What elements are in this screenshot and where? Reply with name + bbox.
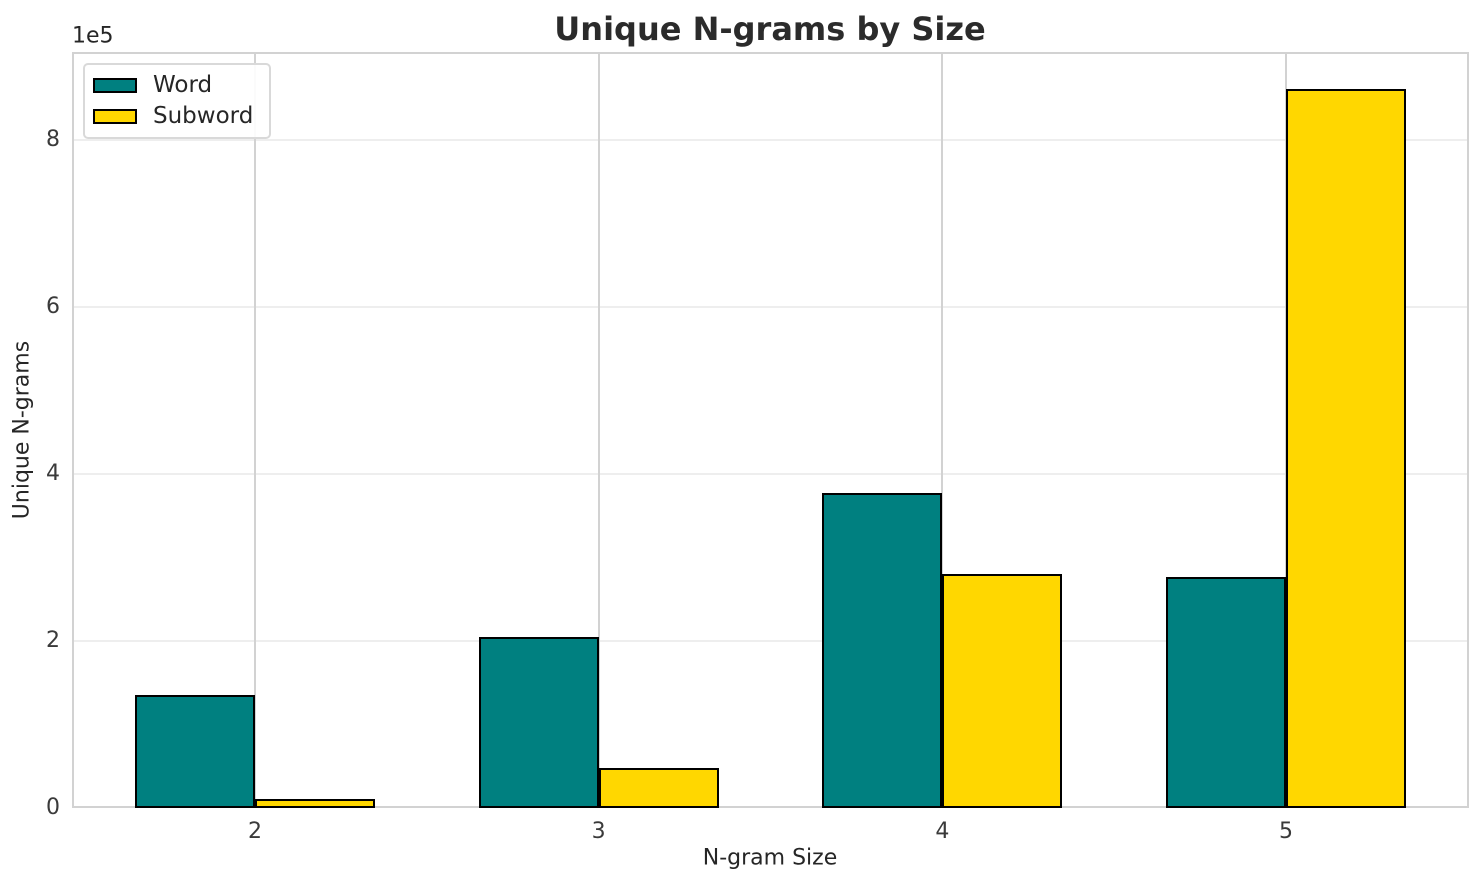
legend-label-subword: Subword	[153, 103, 254, 129]
chart-title: Unique N-grams by Size	[554, 10, 986, 48]
y-tick-label-8: 8	[46, 126, 60, 152]
bar-subword-2	[255, 798, 375, 808]
bar-word-3	[478, 636, 599, 808]
legend-swatch-subword	[93, 109, 137, 124]
y-tick-label-2: 2	[46, 627, 60, 653]
y-axis-offset-label: 1e5	[72, 23, 114, 49]
bar-word-2	[135, 695, 255, 808]
y-tick-label-0: 0	[46, 795, 60, 820]
y-gridline-6	[72, 305, 1469, 308]
y-tick-label-6: 6	[46, 293, 60, 319]
x-gridline-4	[941, 52, 944, 808]
x-tick-label-4: 4	[935, 819, 950, 844]
legend-swatch-word	[93, 78, 137, 93]
y-gridline-2	[72, 639, 1469, 642]
x-axis-label: N-gram Size	[702, 845, 838, 871]
legend: Word Subword	[83, 63, 272, 139]
x-gridline-3	[597, 52, 600, 808]
bar-subword-4	[942, 574, 1063, 808]
bar-word-5	[1166, 576, 1286, 808]
legend-label-word: Word	[153, 72, 213, 98]
y-axis-label: Unique N-grams	[9, 340, 35, 520]
x-tick-label-3: 3	[591, 819, 606, 844]
legend-item-word: Word	[93, 73, 253, 98]
y-gridline-8	[72, 138, 1469, 141]
x-tick-label-2: 2	[248, 819, 262, 844]
bar-word-4	[822, 493, 943, 808]
legend-item-subword: Subword	[93, 104, 253, 129]
y-tick-label-4: 4	[46, 460, 60, 486]
x-tick-label-5: 5	[1279, 819, 1293, 844]
plot-area: Word Subword	[72, 52, 1469, 808]
y-gridline-4	[72, 472, 1469, 475]
x-gridline-2	[254, 52, 256, 808]
bar-subword-3	[598, 767, 719, 808]
bar-subword-5	[1286, 88, 1406, 808]
